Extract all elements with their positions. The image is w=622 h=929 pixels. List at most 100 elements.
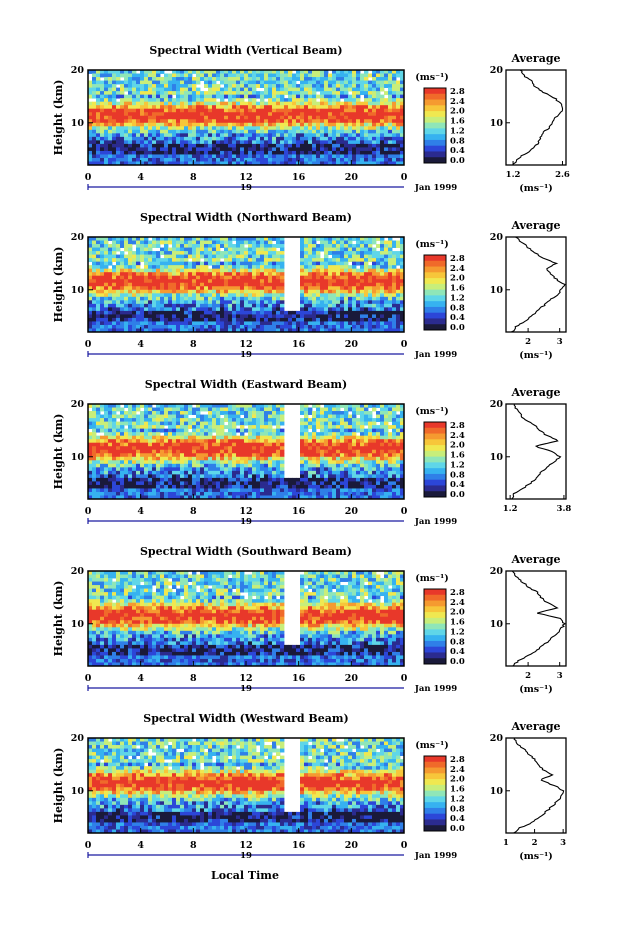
heatmap-cell bbox=[392, 122, 397, 127]
heatmap-cell bbox=[108, 317, 113, 322]
heatmap-cell bbox=[248, 240, 253, 245]
heatmap-cell bbox=[152, 77, 157, 81]
heatmap-cell bbox=[116, 157, 121, 162]
heatmap-cell bbox=[108, 136, 113, 141]
heatmap-cell bbox=[224, 268, 229, 273]
heatmap-cell bbox=[212, 268, 217, 273]
heatmap-cell bbox=[124, 432, 129, 437]
heatmap-cell bbox=[312, 321, 317, 326]
heatmap-cell bbox=[360, 303, 365, 308]
heatmap-cell bbox=[256, 77, 261, 81]
heatmap-cell bbox=[328, 122, 333, 127]
heatmap-cell bbox=[332, 286, 337, 291]
heatmap-cell bbox=[312, 147, 317, 152]
heatmap-cell bbox=[104, 73, 109, 78]
heatmap-cell bbox=[92, 101, 97, 106]
heatmap-cell bbox=[364, 108, 369, 113]
heatmap-cell bbox=[216, 101, 221, 106]
heatmap-cell bbox=[120, 275, 125, 280]
heatmap-cell bbox=[104, 418, 109, 422]
heatmap-cell bbox=[244, 265, 249, 270]
average-x-label: (ms⁻¹) bbox=[519, 350, 553, 361]
heatmap-cell bbox=[116, 237, 121, 241]
heatmap-cell bbox=[268, 282, 273, 287]
heatmap-cell bbox=[152, 453, 157, 458]
heatmap-cell bbox=[384, 108, 389, 113]
heatmap-cell bbox=[348, 282, 353, 287]
heatmap-cell bbox=[136, 425, 141, 430]
heatmap-cell bbox=[168, 293, 173, 298]
heatmap-cell bbox=[356, 244, 361, 248]
heatmap-cell bbox=[380, 157, 385, 162]
heatmap-cell bbox=[344, 251, 349, 255]
heatmap-cell bbox=[300, 289, 305, 294]
heatmap-cell bbox=[360, 80, 365, 85]
heatmap-cell bbox=[176, 491, 181, 496]
heatmap-cell bbox=[344, 70, 349, 74]
heatmap-cell bbox=[308, 237, 313, 241]
heatmap-cell bbox=[344, 303, 349, 308]
heatmap-cell bbox=[340, 303, 345, 308]
heatmap-cell bbox=[172, 317, 177, 322]
heatmap-cell bbox=[200, 122, 205, 127]
heatmap-cell bbox=[356, 147, 361, 152]
heatmap-cell bbox=[92, 495, 97, 500]
heatmap-cell bbox=[268, 87, 273, 92]
heatmap-cell bbox=[264, 279, 269, 284]
heatmap-cell bbox=[240, 87, 245, 92]
heatmap-cell bbox=[308, 254, 313, 259]
heatmap-cell bbox=[100, 122, 105, 127]
heatmap-cell bbox=[312, 94, 317, 99]
x-tick-label: 12 bbox=[239, 172, 252, 183]
heatmap-cell bbox=[200, 77, 205, 81]
heatmap-cell bbox=[172, 307, 177, 312]
heatmap-cell bbox=[384, 244, 389, 248]
heatmap-cell bbox=[240, 98, 245, 103]
heatmap-cell bbox=[228, 240, 233, 245]
heatmap-cell bbox=[88, 247, 93, 252]
heatmap-cell bbox=[108, 77, 113, 81]
heatmap-cell bbox=[88, 449, 93, 454]
heatmap-cell bbox=[220, 317, 225, 322]
heatmap-cell bbox=[236, 105, 241, 110]
heatmap-cell bbox=[120, 119, 125, 124]
heatmap-cell bbox=[112, 251, 117, 255]
heatmap-cell bbox=[332, 101, 337, 106]
x-tick-label: 0 bbox=[85, 339, 92, 350]
heatmap-cell bbox=[236, 77, 241, 81]
heatmap-cell bbox=[188, 293, 193, 298]
heatmap-cell bbox=[200, 442, 205, 447]
heatmap-cell bbox=[336, 307, 341, 312]
heatmap-cell bbox=[216, 289, 221, 294]
heatmap-cell bbox=[356, 328, 361, 333]
heatmap-cell bbox=[176, 446, 181, 451]
heatmap-cell bbox=[288, 147, 293, 152]
heatmap-cell bbox=[308, 84, 313, 88]
heatmap-cell bbox=[380, 247, 385, 252]
heatmap-cell bbox=[336, 286, 341, 291]
heatmap-cell bbox=[132, 133, 137, 138]
heatmap-cell bbox=[232, 133, 237, 138]
heatmap-cell bbox=[352, 87, 357, 92]
heatmap-cell bbox=[260, 237, 265, 241]
heatmap-cell bbox=[220, 112, 225, 117]
heatmap-cell bbox=[268, 317, 273, 322]
heatmap-cell bbox=[312, 293, 317, 298]
heatmap-cell bbox=[168, 122, 173, 127]
heatmap-cell bbox=[92, 491, 97, 496]
heatmap-cell bbox=[260, 80, 265, 85]
heatmap-cell bbox=[328, 105, 333, 110]
heatmap-cell bbox=[164, 143, 169, 148]
heatmap-cell bbox=[144, 296, 149, 301]
heatmap-cell bbox=[196, 495, 201, 500]
heatmap-cell bbox=[352, 317, 357, 322]
heatmap-cell bbox=[208, 251, 213, 255]
heatmap-cell bbox=[120, 484, 125, 489]
heatmap-cell bbox=[188, 474, 193, 479]
heatmap-cell bbox=[156, 279, 161, 284]
heatmap-cell bbox=[132, 456, 137, 461]
heatmap-cell bbox=[188, 115, 193, 120]
heatmap-cell bbox=[364, 105, 369, 110]
heatmap-cell bbox=[136, 314, 141, 319]
heatmap-cell bbox=[160, 80, 165, 85]
